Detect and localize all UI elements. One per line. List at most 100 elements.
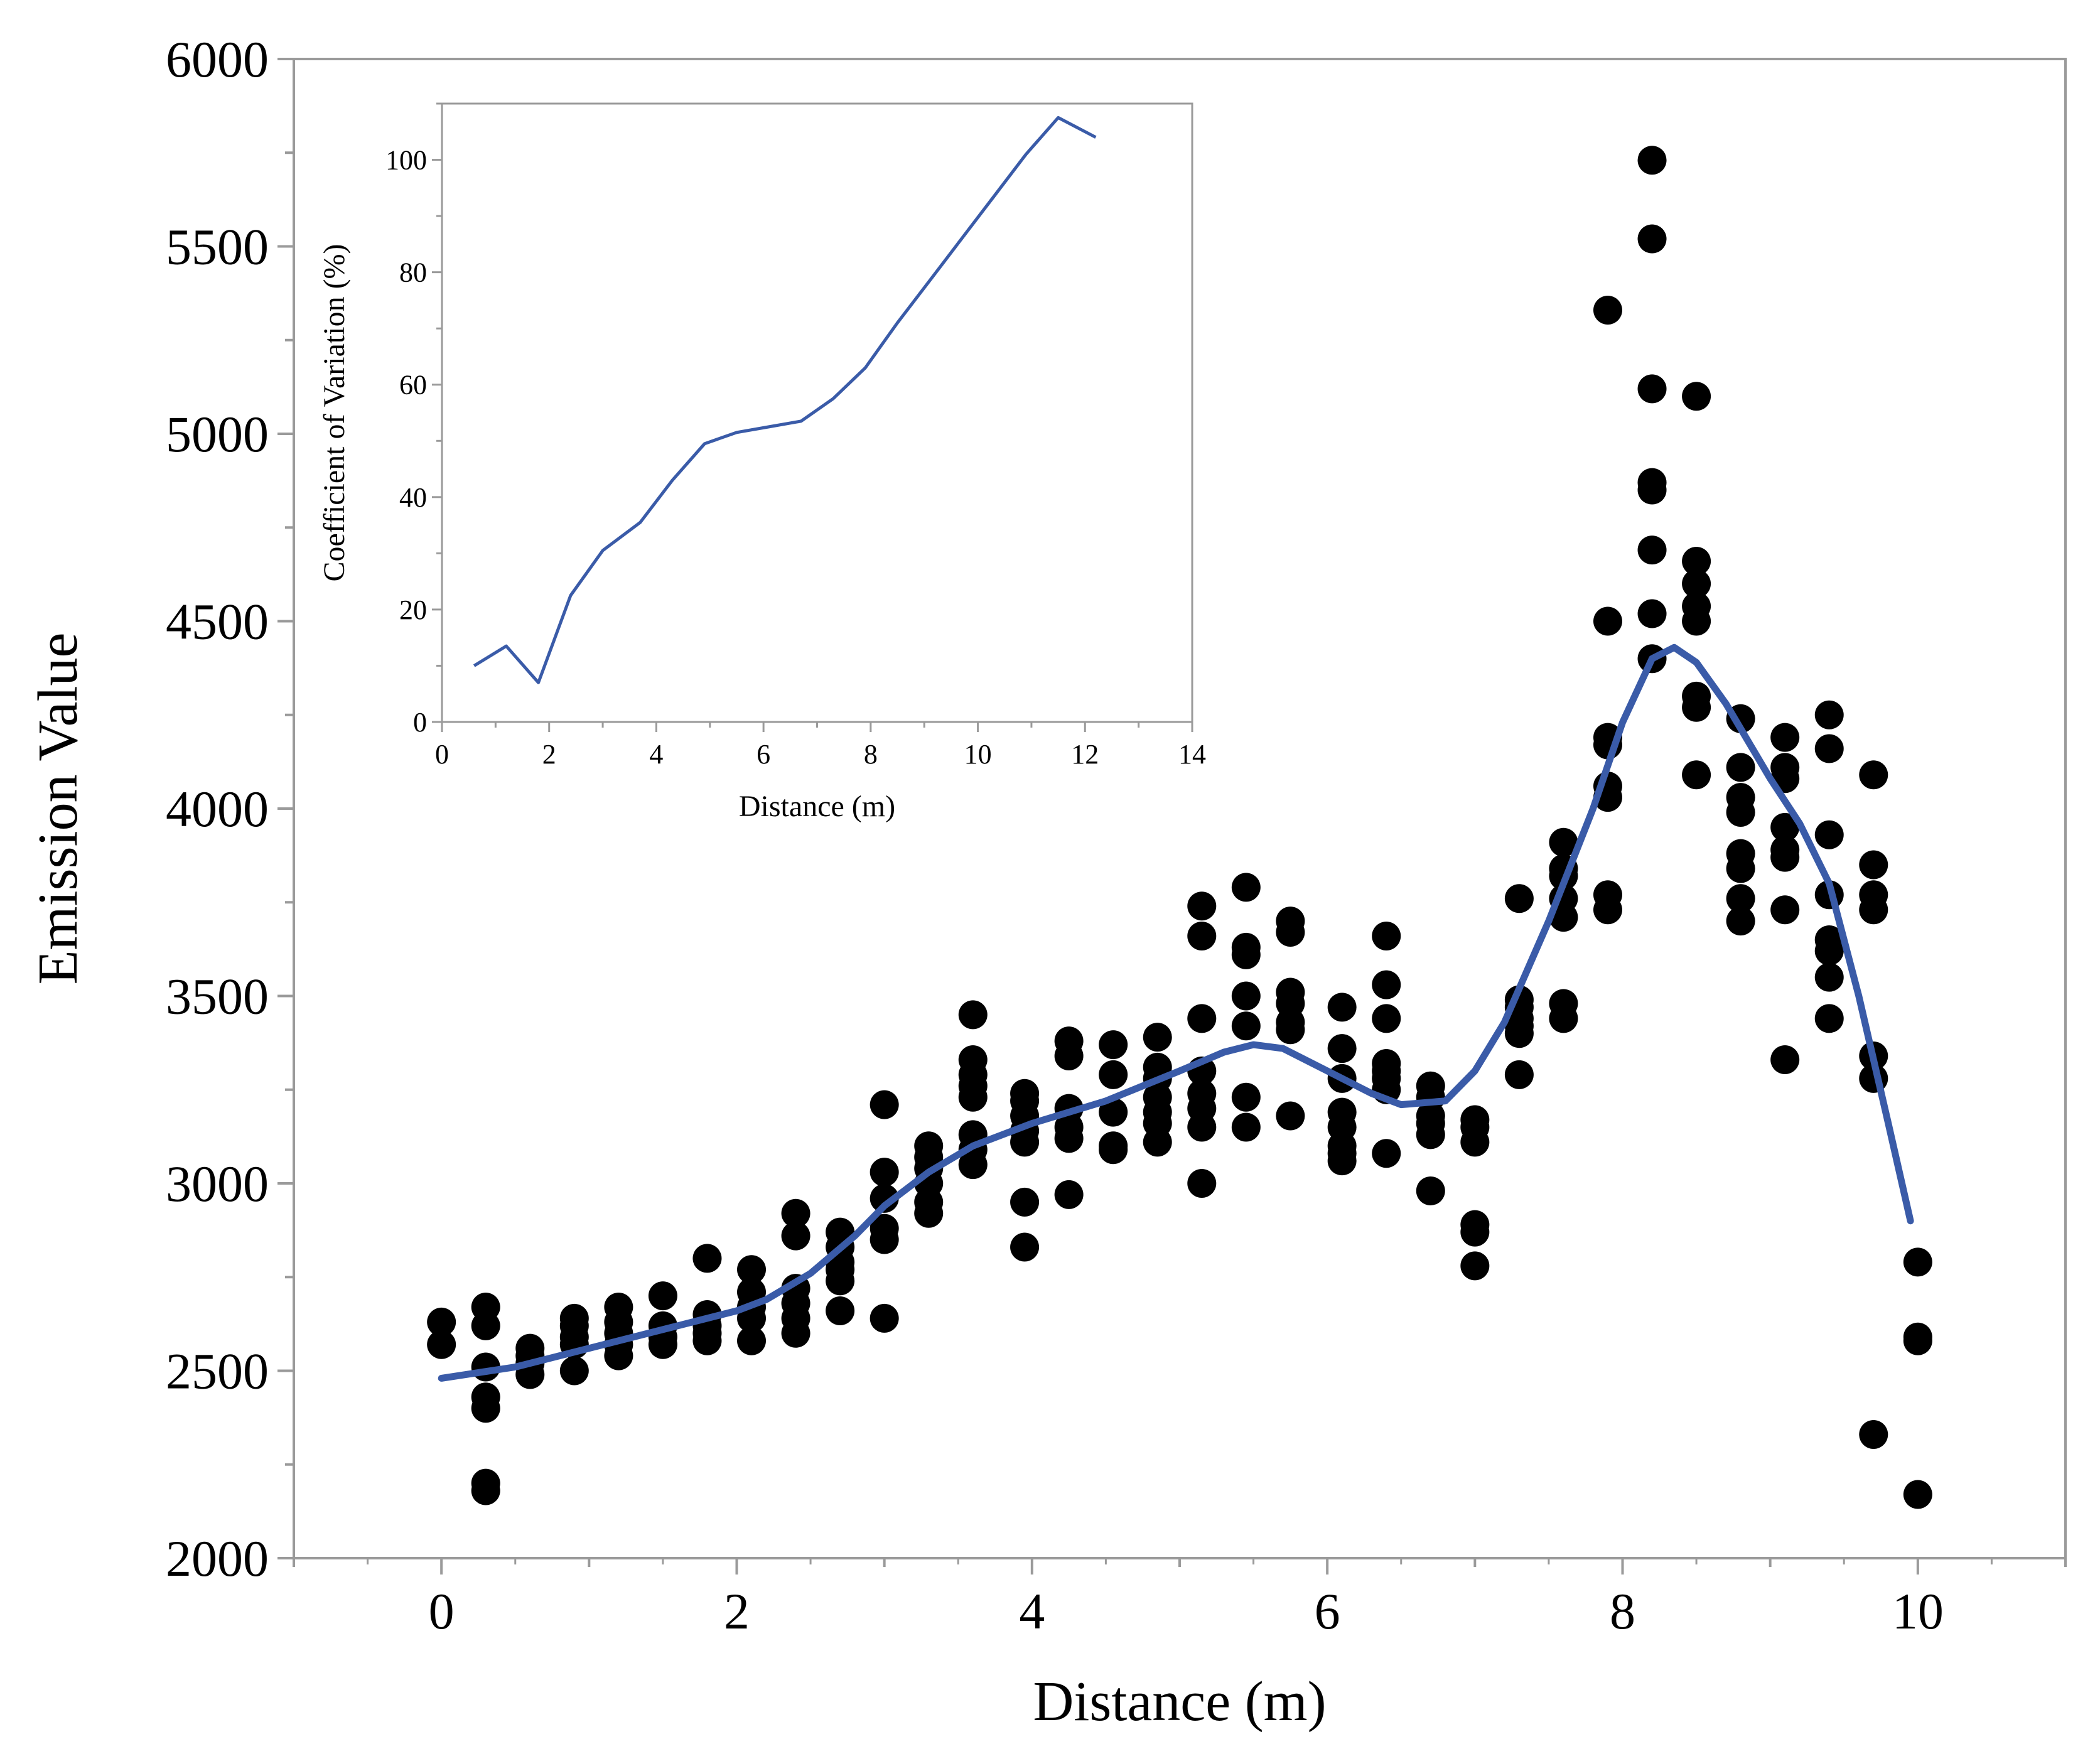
inset-x-tick-label: 14 — [1178, 739, 1206, 770]
scatter-point — [1054, 1042, 1084, 1071]
inset-x-tick-label: 12 — [1071, 739, 1099, 770]
scatter-point — [1460, 1217, 1490, 1247]
scatter-point — [1327, 1034, 1357, 1063]
scatter-point — [1726, 854, 1755, 883]
scatter-point — [1099, 1060, 1128, 1089]
inset-y-tick-label: 60 — [399, 370, 427, 401]
scatter-point — [427, 1307, 456, 1337]
inset-x-axis-label: Distance (m) — [739, 790, 895, 823]
scatter-point — [1814, 962, 1844, 992]
scatter-point — [1859, 850, 1888, 880]
scatter-point — [1372, 1139, 1401, 1168]
scatter-point — [1187, 1004, 1217, 1033]
scatter-point — [604, 1341, 633, 1370]
main-axes — [277, 58, 2067, 1574]
main-y-tick-label: 5000 — [166, 406, 269, 463]
scatter-point — [1372, 1004, 1401, 1033]
inset-cv-line-group — [473, 116, 1097, 684]
scatter-point — [1859, 760, 1888, 790]
scatter-point — [1593, 295, 1622, 325]
scatter-point — [1770, 812, 1800, 842]
inset-y-axis-label: Coefficient of Variation (%) — [318, 244, 351, 581]
scatter-point — [1903, 1480, 1932, 1509]
scatter-point — [1276, 1101, 1305, 1131]
main-y-tick-label: 3500 — [166, 968, 269, 1025]
main-y-tick-label: 5500 — [166, 218, 269, 276]
scatter-point — [1903, 1326, 1932, 1355]
main-trend-line-group — [438, 643, 1914, 1382]
scatter-point — [1099, 1097, 1128, 1127]
scatter-point — [1010, 1187, 1040, 1217]
main-y-tick-label: 2500 — [166, 1343, 269, 1400]
scatter-point — [1682, 546, 1711, 576]
main-x-tick-label: 0 — [429, 1583, 455, 1640]
scatter-point — [914, 1198, 944, 1228]
scatter-point — [1770, 895, 1800, 925]
scatter-point — [1231, 1112, 1261, 1142]
inset-y-tick-labels: 0 20 40 60 80 100 — [385, 145, 427, 738]
inset-x-tick-label: 8 — [864, 739, 878, 770]
main-chart: 0 2 4 6 8 10 20002500300035004000450050005500… — [27, 31, 2067, 1733]
scatter-point — [1549, 827, 1578, 857]
main-y-tick-label: 4500 — [166, 593, 269, 650]
main-x-tick-label: 6 — [1315, 1583, 1340, 1640]
main-x-tick-labels: 0 2 4 6 8 10 — [429, 1583, 1944, 1640]
scatter-point — [781, 1221, 810, 1251]
scatter-point — [1814, 734, 1844, 763]
scatter-point — [1903, 1247, 1932, 1277]
scatter-point — [1231, 940, 1261, 969]
scatter-point — [1859, 895, 1888, 925]
scatter-point — [1682, 760, 1711, 790]
main-y-tick-label: 6000 — [166, 31, 269, 88]
scatter-point — [870, 1303, 899, 1333]
scatter-point — [1726, 884, 1755, 913]
scatter-point — [1726, 907, 1755, 936]
scatter-point — [648, 1330, 677, 1359]
scatter-point — [1637, 146, 1667, 175]
scatter-point — [1504, 884, 1534, 913]
inset-y-tick-label: 20 — [399, 595, 427, 625]
scatter-point — [471, 1476, 500, 1505]
scatter-point — [781, 1198, 810, 1228]
scatter-point — [826, 1266, 855, 1296]
scatter-point — [471, 1311, 500, 1340]
scatter-point — [1682, 606, 1711, 636]
inset-axes — [432, 102, 1193, 732]
scatter-point — [781, 1318, 810, 1348]
scatter-point — [1416, 1176, 1445, 1205]
scatter-point — [1143, 1023, 1172, 1052]
scatter-point — [1770, 723, 1800, 752]
scatter-point — [1010, 1128, 1040, 1157]
scatter-point — [1770, 1045, 1800, 1074]
scatter-point — [1814, 820, 1844, 849]
scatter-point — [1682, 692, 1711, 722]
scatter-point — [1372, 921, 1401, 950]
scatter-point — [471, 1394, 500, 1423]
inset-x-tick-labels: 0 2 4 6 8 10 12 14 — [435, 739, 1206, 770]
trend-line — [438, 643, 1914, 1382]
scatter-point — [1770, 842, 1800, 872]
scatter-point — [870, 1225, 899, 1254]
scatter-point — [1054, 1180, 1084, 1209]
scatter-point — [1231, 1011, 1261, 1041]
scatter-point — [559, 1356, 589, 1386]
scatter-point — [1054, 1124, 1084, 1153]
scatter-point — [826, 1296, 855, 1325]
scatter-point — [870, 1090, 899, 1119]
scatter-point — [1593, 606, 1622, 636]
inset-y-tick-label: 80 — [399, 257, 427, 288]
scatter-point — [1460, 1128, 1490, 1157]
scatter-point — [1327, 993, 1357, 1022]
inset-y-tick-label: 40 — [399, 482, 427, 513]
scatter-point — [1276, 918, 1305, 947]
scatter-point — [958, 1150, 988, 1180]
scatter-point — [1187, 921, 1217, 950]
scatter-point — [1637, 599, 1667, 628]
scatter-point — [1726, 753, 1755, 782]
inset-x-tick-label: 6 — [757, 739, 770, 770]
cv-line — [473, 116, 1097, 684]
main-y-tick-label: 2000 — [166, 1530, 269, 1587]
scatter-point — [870, 1183, 899, 1213]
scatter-point — [692, 1244, 722, 1273]
scatter-point — [1814, 700, 1844, 729]
